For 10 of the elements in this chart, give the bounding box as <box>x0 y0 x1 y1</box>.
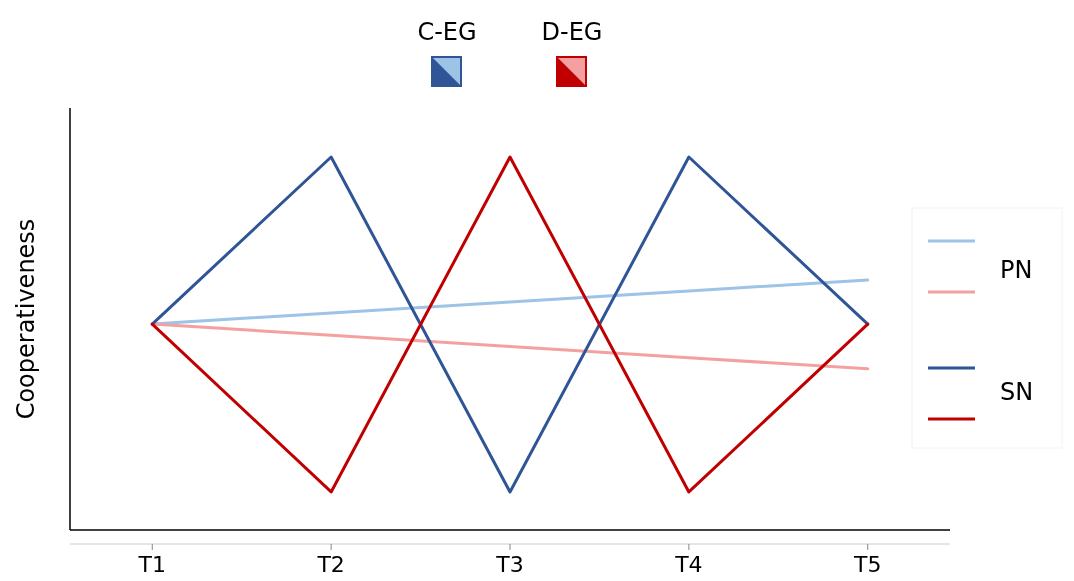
text: C-EG <box>417 18 477 46</box>
text: PN <box>1000 256 1033 284</box>
x-tick-label: T3 <box>495 552 524 577</box>
text: SN <box>1000 378 1034 406</box>
y-axis-title: Cooperativeness <box>12 218 40 420</box>
x-tick-label: T2 <box>316 552 345 577</box>
x-tick-label: T5 <box>853 552 882 577</box>
text: D-EG <box>541 18 603 46</box>
x-tick-label: T4 <box>674 552 703 577</box>
x-tick-label: T1 <box>137 552 166 577</box>
